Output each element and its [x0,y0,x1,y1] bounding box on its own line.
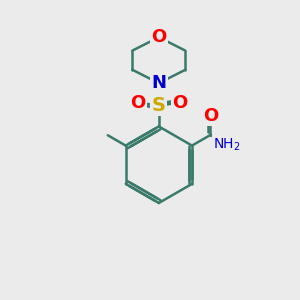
Text: O: O [172,94,188,112]
Text: O: O [203,107,218,125]
Text: O: O [130,94,145,112]
Text: S: S [152,96,166,115]
Text: O: O [151,28,166,46]
Text: N: N [151,74,166,92]
Text: NH$_2$: NH$_2$ [213,136,241,153]
